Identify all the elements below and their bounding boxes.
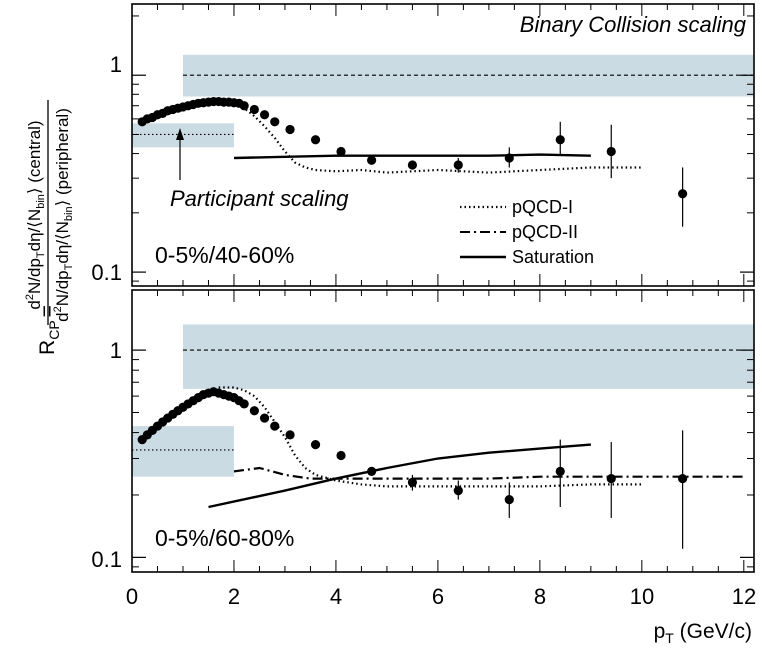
reference-lines — [132, 74, 754, 451]
p2-point — [259, 413, 270, 423]
p2-point — [555, 466, 565, 476]
axes-frames — [131, 3, 755, 573]
xtick-2: 2 — [228, 584, 240, 609]
p2-point — [270, 421, 280, 431]
p2-point — [407, 477, 418, 488]
model-curves — [208, 102, 744, 509]
p2-point — [239, 399, 249, 409]
p1-ytick-1: 1 — [110, 52, 122, 77]
p1-point — [239, 101, 249, 111]
x-axis-title: pT (GeV/c) — [654, 620, 752, 646]
p2-point — [310, 440, 321, 450]
participant-arrow-head — [176, 128, 184, 140]
p1-point — [504, 153, 514, 163]
scaling-bands — [132, 54, 754, 477]
p2-point — [336, 450, 346, 461]
p2-point — [504, 494, 514, 505]
panel1-label: 0-5%/40-60% — [155, 242, 294, 268]
p2-point — [453, 485, 463, 496]
p2-point — [606, 473, 616, 484]
p1-binary-band — [182, 54, 754, 97]
participant-scaling-label: Participant scaling — [170, 186, 349, 211]
xtick-0: 0 — [126, 584, 138, 609]
y-title-numerator: d2N/dpTdη/⟨Nbin⟩ (central) — [24, 120, 47, 309]
legend-label-pqcd1: pQCD-I — [512, 197, 573, 217]
p1-point — [407, 160, 418, 170]
xtick-4: 4 — [330, 584, 342, 609]
y-title-denominator: d2N/dpTdη/⟨Nbin⟩ (peripheral) — [52, 108, 75, 322]
p1-curve-pqcd-i — [233, 102, 642, 174]
p1-point — [678, 189, 688, 199]
p2-ytick-0.1: 0.1 — [91, 547, 122, 572]
y-axis-title: RCP= d2N/dpTdη/⟨Nbin⟩ (central) d2N/dpTd… — [24, 100, 75, 355]
data-markers — [137, 96, 688, 549]
legend-label-pqcd2: pQCD-II — [512, 222, 578, 242]
xtick-10: 10 — [630, 584, 654, 609]
p1-point — [453, 160, 463, 170]
binary-scaling-label: Binary Collision scaling — [520, 12, 747, 37]
p2-binary-band — [182, 324, 754, 389]
p1-point — [259, 110, 270, 120]
p1-point — [249, 104, 259, 115]
xtick-8: 8 — [534, 584, 546, 609]
p2-point — [249, 406, 259, 416]
p1-participant-band — [132, 123, 234, 148]
p1-point — [367, 155, 377, 165]
p1-point — [336, 146, 346, 157]
panel1-frame — [131, 3, 755, 287]
p2-ytick-1: 1 — [110, 338, 122, 363]
p2-point — [678, 473, 688, 484]
legend: pQCD-I pQCD-II Saturation — [460, 197, 594, 267]
p2-point — [367, 466, 377, 476]
panel2-label: 0-5%/60-80% — [155, 525, 294, 551]
p1-point — [606, 146, 616, 157]
legend-label-saturation: Saturation — [512, 247, 594, 267]
p2-curve-pqcd-i — [218, 386, 642, 488]
p1-point — [555, 135, 565, 145]
xtick-6: 6 — [432, 584, 444, 609]
axis-ticks — [131, 4, 754, 572]
p1-point — [270, 117, 280, 127]
xtick-12: 12 — [732, 584, 756, 609]
p1-point — [285, 124, 295, 135]
p2-point — [285, 430, 295, 440]
p1-point — [310, 135, 321, 145]
p1-curve-saturation — [233, 153, 591, 160]
p2-curve-saturation — [208, 443, 591, 509]
p1-ytick-0.1: 0.1 — [91, 260, 122, 285]
panel2-frame — [131, 289, 755, 573]
p2-curve-pqcd-ii — [233, 466, 744, 480]
